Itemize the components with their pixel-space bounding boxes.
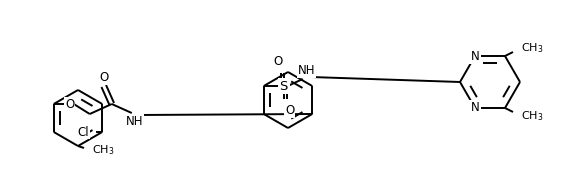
Text: CH$_3$: CH$_3$ [521, 41, 543, 55]
Text: Cl: Cl [78, 126, 89, 138]
Text: CH$_3$: CH$_3$ [92, 143, 114, 157]
Text: O: O [65, 98, 74, 111]
Text: O: O [285, 104, 295, 117]
Text: CH$_3$: CH$_3$ [521, 109, 543, 123]
Text: O: O [273, 55, 283, 68]
Text: N: N [471, 50, 479, 63]
Text: O: O [99, 71, 108, 84]
Text: S: S [280, 79, 288, 93]
Text: NH: NH [126, 115, 144, 128]
Text: N: N [471, 102, 479, 114]
Text: NH: NH [298, 64, 316, 77]
